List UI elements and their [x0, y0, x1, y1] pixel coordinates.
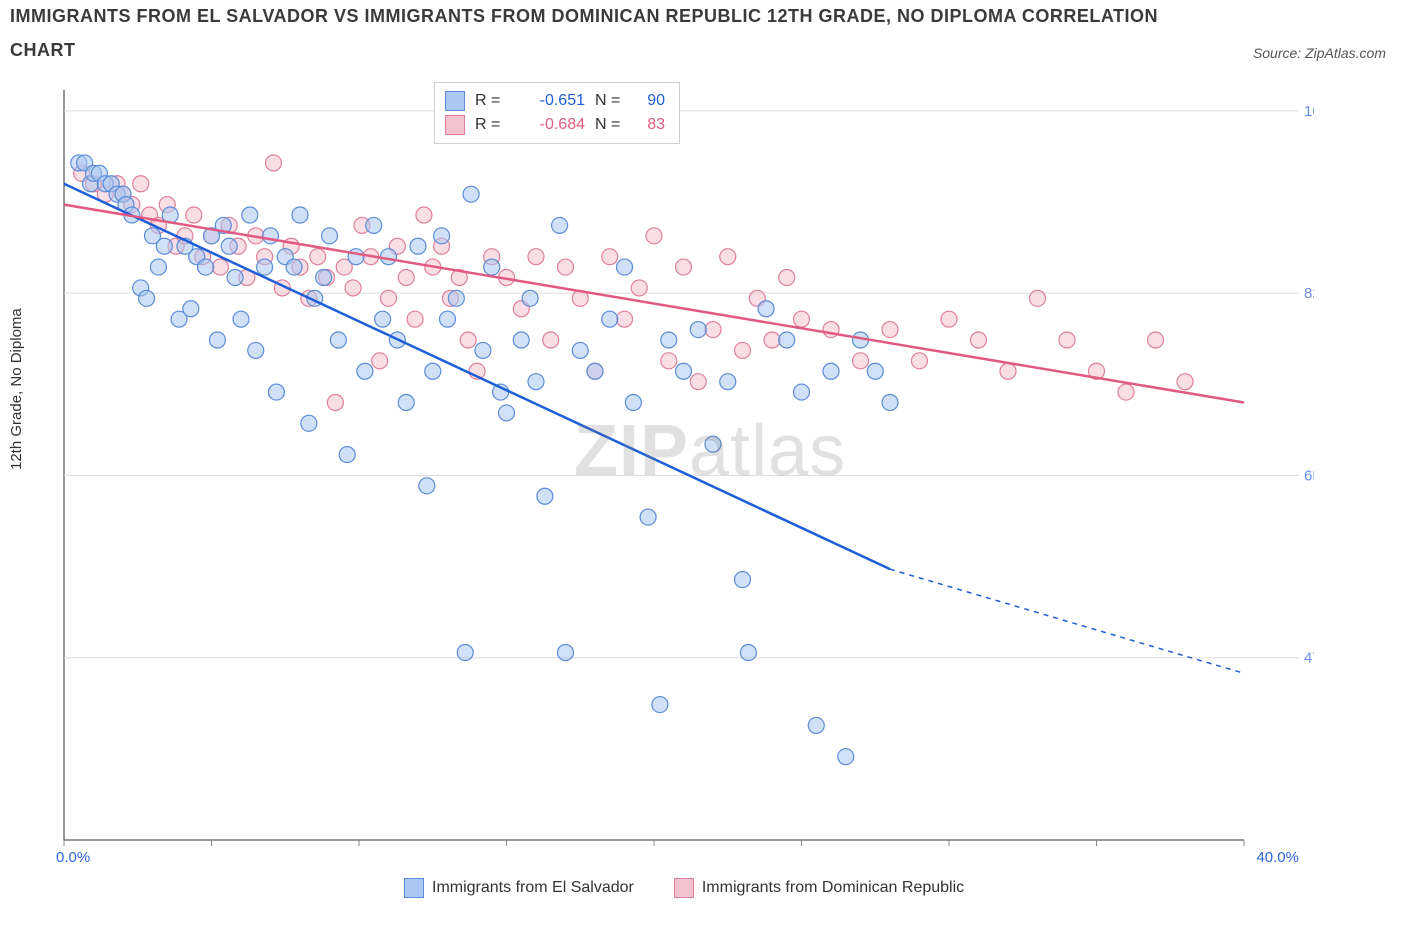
chart-title-line1: IMMIGRANTS FROM EL SALVADOR VS IMMIGRANT… [10, 6, 1158, 26]
legend-row: R = -0.651 N = 90 [445, 89, 665, 113]
r-value: -0.684 [515, 116, 585, 134]
svg-text:0.0%: 0.0% [56, 849, 90, 866]
n-label: N = [595, 92, 625, 110]
legend-item: Immigrants from Dominican Republic [674, 878, 964, 898]
n-value: 83 [635, 116, 665, 134]
svg-text:65.0%: 65.0% [1304, 467, 1314, 484]
legend-row: R = -0.684 N = 83 [445, 113, 665, 137]
scatter-chart-svg: 47.5% 65.0% 82.5% 100.0% 0.0% 40.0% [54, 80, 1314, 870]
n-label: N = [595, 116, 625, 134]
r-label: R = [475, 116, 505, 134]
r-value: -0.651 [515, 92, 585, 110]
svg-text:40.0%: 40.0% [1256, 849, 1299, 866]
y-axis-label: 12th Grade, No Diploma [8, 308, 25, 470]
correlation-legend: R = -0.651 N = 90 R = -0.684 N = 83 [434, 82, 680, 144]
svg-text:82.5%: 82.5% [1304, 285, 1314, 302]
legend-swatch [404, 878, 424, 898]
legend-item: Immigrants from El Salvador [404, 878, 634, 898]
source-label: Source: ZipAtlas.com [1253, 45, 1386, 61]
chart-title-line2: CHART [10, 40, 76, 61]
legend-swatch [445, 91, 465, 111]
r-label: R = [475, 92, 505, 110]
svg-text:100.0%: 100.0% [1304, 103, 1314, 120]
series-legend: Immigrants from El Salvador Immigrants f… [404, 878, 964, 898]
legend-swatch [674, 878, 694, 898]
legend-label: Immigrants from El Salvador [432, 879, 634, 897]
n-value: 90 [635, 92, 665, 110]
svg-text:47.5%: 47.5% [1304, 650, 1314, 667]
legend-swatch [445, 115, 465, 135]
legend-label: Immigrants from Dominican Republic [702, 879, 964, 897]
chart-area: 47.5%65.0%82.5%100.0%0.0%40.0% ZIPatlas … [54, 80, 1314, 870]
